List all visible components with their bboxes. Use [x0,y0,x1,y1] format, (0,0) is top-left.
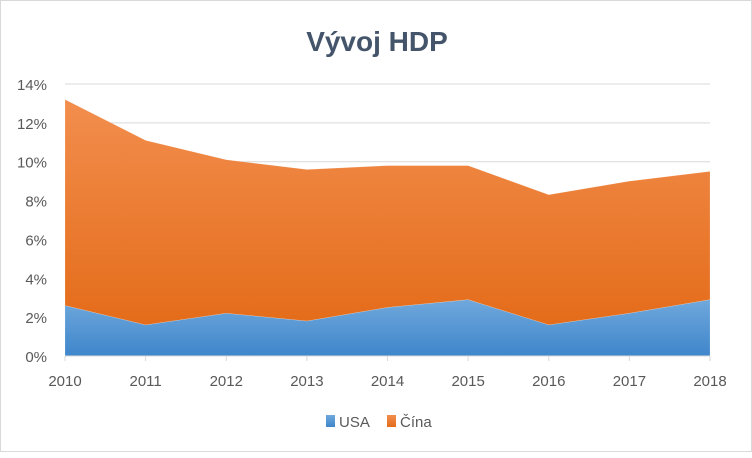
x-tick-label: 2016 [532,373,565,390]
legend-label-usa: USA [339,414,370,431]
y-tick-label: 14% [17,77,47,94]
y-tick-label: 0% [25,349,47,366]
area-cina [64,99,711,326]
legend-swatch-usa [326,415,335,427]
legend-swatch-cina [387,415,396,427]
legend-label-cina: Čína [400,414,432,431]
y-tick-label: 12% [17,116,47,133]
y-tick-label: 10% [17,155,47,172]
x-tick-label: 2013 [290,373,323,390]
x-tick-label: 2010 [48,373,81,390]
legend: USA Čína [326,414,432,431]
y-tick-label: 4% [25,271,47,288]
x-tick-label: 2012 [210,373,243,390]
x-tick-label: 2017 [613,373,646,390]
x-tick-label: 2011 [129,373,161,390]
y-tick-label: 8% [25,194,47,211]
y-tick-label: 6% [25,232,47,249]
x-tick-label: 2014 [371,373,404,390]
x-tick-label: 2015 [451,373,484,390]
y-tick-label: 2% [25,310,47,327]
chart-title: Vývoj HDP [306,26,448,57]
x-tick-label: 2018 [693,373,726,390]
